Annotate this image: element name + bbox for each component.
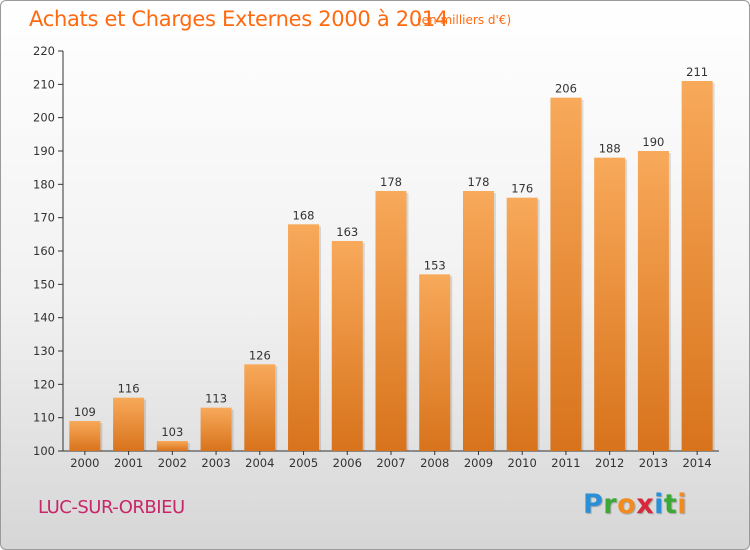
x-tick-label: 2008 [420,456,449,470]
bar-value-label: 190 [642,135,664,149]
bar-value-label: 116 [118,382,140,396]
bar-value-label: 178 [467,175,489,189]
y-tick-label: 110 [33,411,55,425]
logo-letter: r [603,489,618,520]
x-tick-label: 2012 [595,456,624,470]
bar-value-label: 211 [686,65,708,79]
bar [637,151,669,451]
bar [462,191,494,451]
bar [375,191,407,451]
logo-letter: t [663,489,678,520]
y-tick-label: 160 [33,244,55,258]
bar [681,81,713,451]
x-tick-label: 2007 [376,456,405,470]
x-tick-label: 2006 [333,456,362,470]
proxiti-logo: Proxiti [583,489,687,520]
chart-subtitle: (en milliers d'€) [417,13,512,27]
bar-value-label: 206 [555,82,577,96]
bar [419,274,451,451]
chart-bars [69,81,715,452]
x-tick-label: 2009 [464,456,493,470]
logo-letter: P [583,489,604,520]
bar [331,241,363,451]
bar [200,407,232,451]
x-tick-label: 2014 [682,456,711,470]
city-name: LUC-SUR-ORBIEU [38,497,185,518]
bar [594,157,626,451]
y-tick-label: 120 [33,377,55,391]
bar-value-label: 153 [424,258,446,272]
logo-letter: i [677,489,688,520]
x-tick-label: 2003 [201,456,230,470]
bar-value-label: 109 [74,405,96,419]
logo-letter: i [654,489,664,520]
chart-title: Achats et Charges Externes 2000 à 2014 [29,7,449,31]
bar-value-label: 113 [205,392,227,406]
bar-value-label: 168 [293,208,315,222]
x-tick-label: 2005 [289,456,318,470]
y-tick-label: 210 [33,77,55,91]
bar [550,97,582,452]
bar-value-label: 176 [511,182,533,196]
y-tick-label: 190 [33,144,55,158]
bar-value-label: 103 [161,425,183,439]
bar-value-label: 188 [599,142,621,156]
y-tick-label: 100 [33,444,55,458]
bar [113,397,145,451]
y-tick-label: 150 [33,277,55,291]
chart-axes: 100 110 120 130 140 150 160 170 180 190 200 210 220 2… [33,44,719,470]
logo-letter: x [636,489,655,520]
y-tick-label: 220 [33,44,55,58]
y-tick-label: 130 [33,344,55,358]
y-tick-label: 200 [33,111,55,125]
y-tick-label: 180 [33,177,55,191]
bar [69,421,101,451]
bar-value-label: 163 [336,225,358,239]
x-tick-label: 2002 [158,456,187,470]
x-tick-label: 2011 [551,456,580,470]
y-tick-label: 140 [33,311,55,325]
bar [506,197,538,451]
bar-value-label: 126 [249,348,271,362]
bar [244,364,276,451]
bar [288,224,320,451]
x-tick-label: 2000 [70,456,99,470]
x-tick-label: 2001 [114,456,143,470]
chart-labels: 109 116 103 113 126 168 163 178 153 178 176 206 188 1… [74,65,708,439]
y-tick-label: 170 [33,211,55,225]
bar-value-label: 178 [380,175,402,189]
logo-letter: o [617,489,637,520]
x-tick-label: 2013 [639,456,668,470]
x-tick-label: 2010 [508,456,537,470]
x-tick-label: 2004 [245,456,274,470]
bar [156,441,188,451]
